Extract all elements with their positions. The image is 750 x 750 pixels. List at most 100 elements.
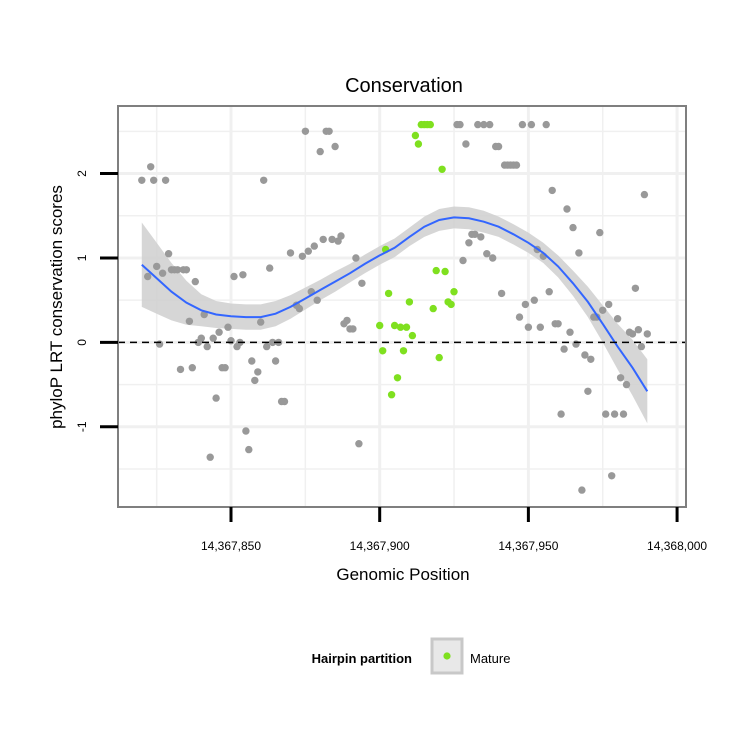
point-other: [575, 249, 583, 257]
point-mature: [402, 323, 411, 331]
x-axis-title: Genomic Position: [336, 565, 469, 584]
point-other: [176, 365, 185, 374]
y-tick-label: 0: [75, 339, 89, 346]
point-other: [191, 277, 199, 286]
point-other: [518, 120, 527, 129]
legend-title: Hairpin partition: [312, 651, 412, 666]
point-mature: [447, 300, 455, 309]
point-other: [221, 364, 229, 372]
x-axis: 14,367,850 14,367,900 14,367,950 14,368,000: [201, 507, 707, 553]
point-mature: [441, 267, 449, 276]
point-other: [185, 317, 194, 325]
point-other: [164, 250, 173, 258]
point-other: [266, 264, 274, 272]
point-other: [602, 410, 610, 418]
point-other: [640, 190, 649, 199]
point-other: [355, 440, 363, 448]
point-other: [524, 323, 533, 331]
y-tick-label: -1: [75, 421, 89, 432]
point-other: [325, 127, 333, 135]
legend-mature-marker: [443, 652, 451, 660]
point-mature: [376, 321, 384, 330]
point-other: [271, 357, 280, 365]
point-other: [536, 323, 544, 331]
point-mature: [432, 266, 440, 275]
point-other: [521, 300, 530, 309]
point-mature: [405, 298, 414, 306]
point-other: [144, 272, 152, 281]
point-other: [254, 368, 262, 376]
point-mature: [408, 331, 417, 340]
legend-label-mature: Mature: [470, 651, 510, 666]
point-other: [230, 272, 238, 281]
point-other: [554, 320, 562, 328]
point-other: [619, 410, 628, 418]
point-other: [596, 228, 604, 237]
point-other: [331, 142, 339, 151]
point-other: [465, 239, 473, 247]
point-other: [459, 256, 467, 265]
point-other: [260, 176, 268, 184]
point-other: [610, 410, 619, 418]
point-other: [569, 223, 577, 232]
point-other: [477, 233, 485, 241]
point-other: [153, 262, 161, 271]
point-other: [497, 289, 506, 298]
point-other: [147, 163, 155, 171]
x-tick-label: 14,368,000: [647, 539, 707, 553]
x-tick-label: 14,367,900: [350, 539, 410, 553]
point-other: [616, 374, 625, 382]
x-tick-label: 14,367,850: [201, 539, 261, 553]
point-mature: [396, 323, 405, 331]
point-mature: [393, 374, 402, 382]
point-other: [471, 230, 479, 238]
point-other: [605, 300, 613, 309]
point-other: [557, 410, 565, 418]
point-mature: [414, 140, 423, 148]
point-other: [319, 235, 327, 244]
point-other: [188, 364, 196, 372]
confidence-band: [141, 206, 648, 424]
point-other: [578, 486, 586, 494]
point-other: [239, 271, 247, 279]
point-other: [158, 269, 167, 277]
point-mature: [438, 165, 446, 173]
point-other: [203, 342, 211, 351]
point-other: [227, 337, 235, 345]
point-other: [613, 315, 622, 323]
point-other: [343, 316, 351, 325]
loess-line: [141, 216, 649, 392]
point-mature: [379, 347, 387, 355]
point-other: [245, 445, 253, 454]
point-other: [301, 127, 310, 135]
point-other: [462, 140, 470, 148]
point-mature: [390, 321, 399, 330]
y-axis: -1 0 1 2: [75, 170, 118, 432]
point-other: [304, 247, 312, 255]
point-other: [542, 120, 550, 129]
point-other: [328, 235, 336, 244]
point-other: [530, 296, 538, 304]
point-other: [257, 318, 265, 326]
point-other: [572, 340, 580, 348]
point-other: [480, 120, 488, 129]
point-mature: [384, 289, 393, 298]
point-other: [248, 357, 256, 365]
point-other: [209, 334, 217, 342]
point-other: [634, 326, 643, 334]
point-other: [263, 342, 271, 351]
point-other: [581, 351, 589, 359]
point-other: [608, 472, 616, 480]
point-other: [584, 387, 592, 395]
point-other: [486, 120, 494, 129]
point-other: [212, 394, 220, 402]
point-other: [182, 266, 191, 274]
point-other: [268, 338, 277, 347]
point-other: [494, 142, 503, 151]
point-other: [298, 252, 307, 260]
point-other: [224, 323, 232, 331]
point-other: [310, 242, 318, 250]
point-other: [161, 176, 170, 184]
point-other: [286, 249, 295, 257]
